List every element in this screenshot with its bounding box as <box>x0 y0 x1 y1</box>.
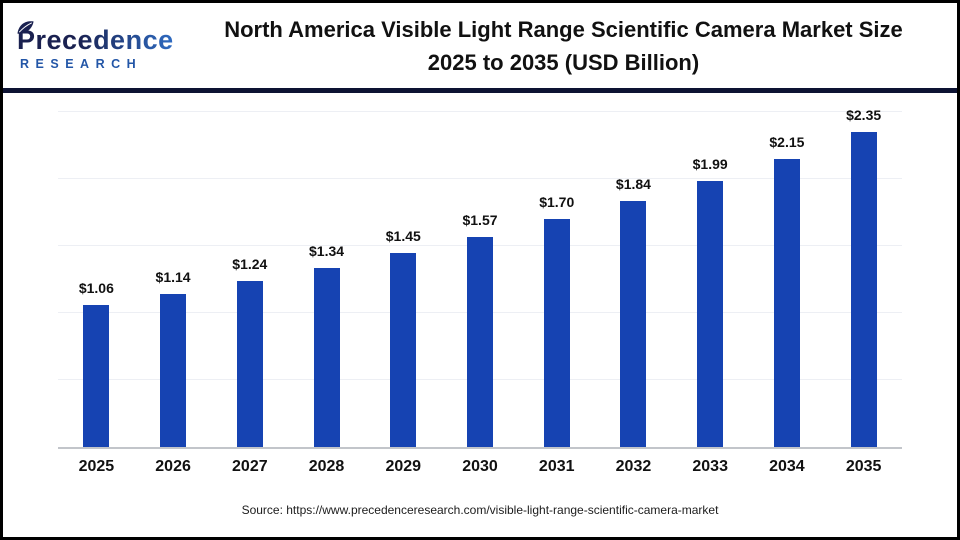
chart-title-line1: North America Visible Light Range Scient… <box>224 16 903 42</box>
bar-2025 <box>83 305 110 447</box>
bar-value-label: $1.14 <box>155 269 191 286</box>
bar-2028 <box>313 267 340 447</box>
x-axis-label: 2030 <box>462 458 498 475</box>
x-axis-label: 2032 <box>615 458 652 475</box>
bar-value-label: $1.45 <box>385 227 421 244</box>
bar-2034 <box>773 159 800 447</box>
bar-value-label: $2.35 <box>846 107 882 124</box>
bar-value-label: $2.15 <box>769 134 805 151</box>
chart-title: North America Visible Light Range Scient… <box>182 13 945 79</box>
bar-value-label: $1.99 <box>692 155 728 172</box>
bar-value-label: $1.34 <box>309 242 345 259</box>
bar-2030 <box>467 236 493 447</box>
x-axis-label: 2031 <box>538 458 575 475</box>
bar-value-label: $1.06 <box>78 280 114 297</box>
logo-research-text: RESEARCH <box>20 56 143 71</box>
leaf-icon <box>17 20 34 34</box>
bar-value-label: $1.57 <box>462 211 498 228</box>
bar-2027 <box>236 281 263 447</box>
logo-brand-text: Precedence <box>17 24 174 55</box>
source-text: Source: https://www.precedenceresearch.c… <box>241 503 719 517</box>
bar-value-label: $1.70 <box>539 194 575 211</box>
bar-2032 <box>620 200 647 447</box>
bar-2035 <box>850 132 877 447</box>
x-axis-label: 2034 <box>769 458 805 475</box>
logo: Precedence RESEARCH <box>17 20 182 71</box>
bar-value-label: $1.24 <box>232 256 268 273</box>
x-axis-label: 2029 <box>385 458 422 475</box>
header-separator <box>3 88 957 93</box>
bar-2033 <box>697 180 724 447</box>
bar-value-label: $1.84 <box>615 175 651 192</box>
gridline <box>58 111 902 113</box>
x-axis-label: 2028 <box>308 458 345 475</box>
bar-2026 <box>160 294 187 447</box>
x-axis-label: 2025 <box>78 458 115 475</box>
x-axis-label: 2033 <box>692 458 728 475</box>
x-axis-labels: 2025 2026 2027 2028 2029 2030 2031 2032 2033 2034… <box>58 449 902 487</box>
x-axis-label: 2027 <box>232 458 268 475</box>
bar-2031 <box>543 219 570 447</box>
gridline <box>58 178 902 180</box>
header: Precedence RESEARCH North America Visibl… <box>3 3 957 88</box>
chart-title-line2: 2025 to 2035 (USD Billion) <box>427 49 700 75</box>
x-axis-label: 2026 <box>155 458 191 475</box>
bar-2029 <box>390 252 417 447</box>
plot-area: $1.06 $1.14 $1.24 $1.34 $1.45 $1.57 $1.70 $1.84… <box>58 99 902 449</box>
x-axis-label: 2035 <box>845 458 882 475</box>
